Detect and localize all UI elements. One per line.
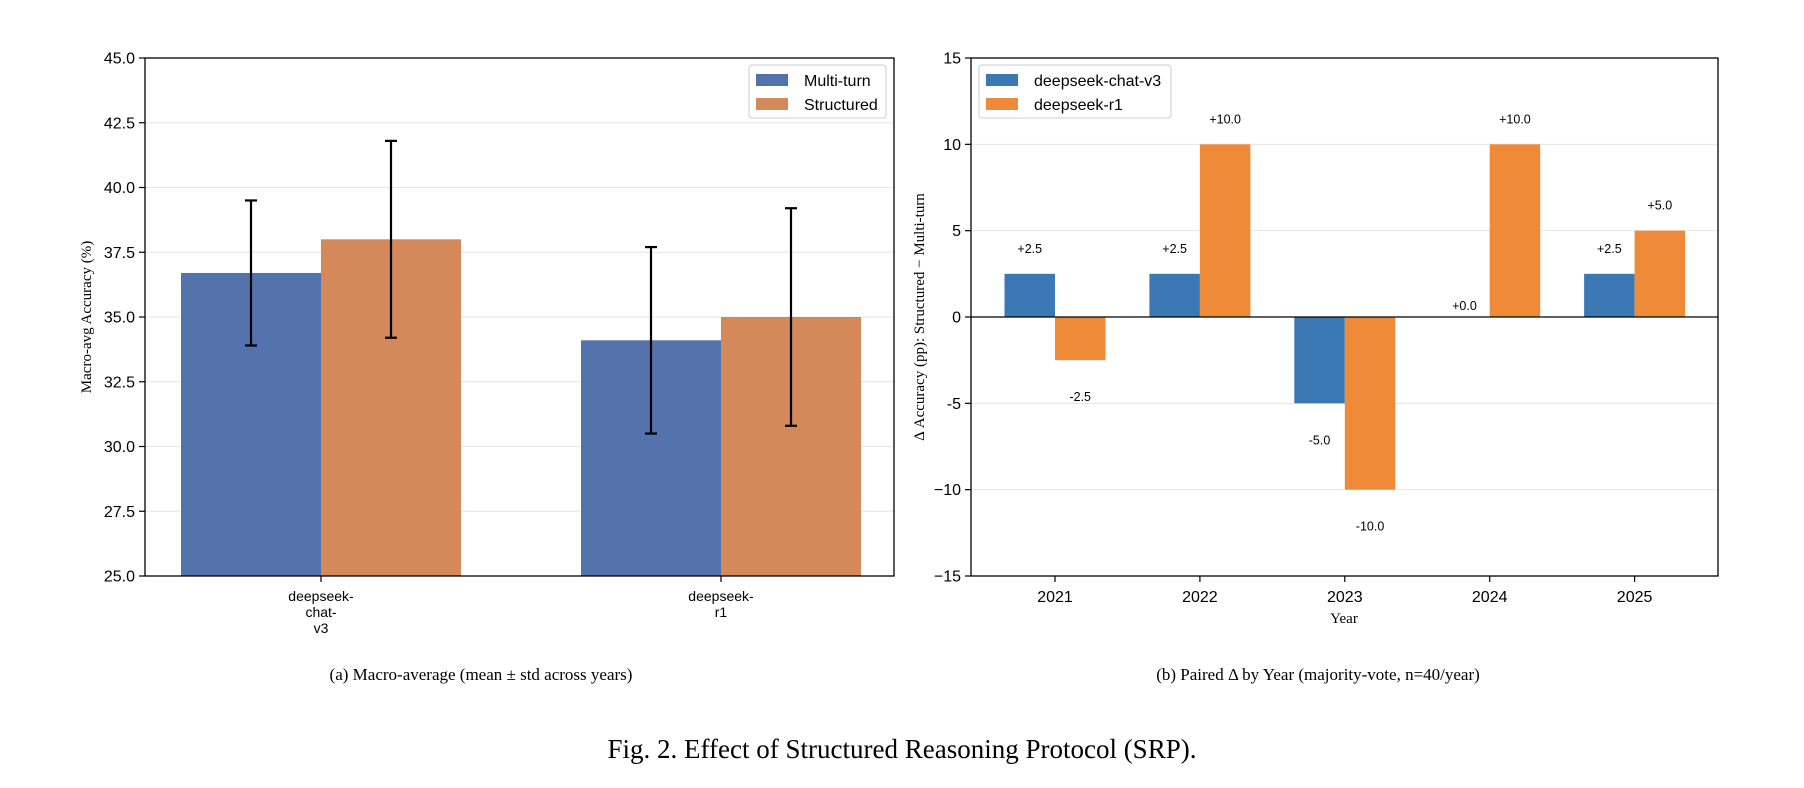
y-tick-label: −15 — [934, 569, 961, 586]
x-tick-label: 2022 — [1182, 589, 1218, 606]
y-tick-label: 45.0 — [104, 51, 135, 68]
legend-swatch-structured — [756, 98, 788, 110]
data-label-deepseek-chat-v3-2025: +2.5 — [1597, 242, 1622, 256]
data-label-deepseek-chat-v3-2024: +0.0 — [1452, 299, 1477, 313]
figure-caption: Fig. 2. Effect of Structured Reasoning P… — [608, 734, 1197, 764]
legend-frame — [978, 64, 1172, 119]
panel-a-legend: Multi-turn Structured — [748, 64, 887, 119]
bar-deepseek-r1-2025 — [1634, 230, 1686, 317]
data-label-deepseek-r1-2023: -10.0 — [1356, 520, 1385, 534]
panel-a-macro-average: 25.0 27.5 30.0 32.5 35.0 37.5 40.0 42.5 45.0 dee… — [79, 51, 895, 684]
data-label-deepseek-r1-2024: +10.0 — [1499, 112, 1531, 126]
panel-b-y-axis: −15 −10 -5 0 5 10 15 — [934, 51, 971, 586]
x-tick-label: deepseek- — [688, 588, 754, 604]
legend-swatch-multi-turn — [756, 74, 788, 86]
panel-b-x-label: Year — [1330, 611, 1358, 627]
y-tick-label: 15 — [943, 51, 961, 68]
panel-b-y-label: Δ Accuracy (pp): Structured − Multi-turn — [912, 193, 928, 441]
y-tick-label: 42.5 — [104, 115, 135, 132]
y-tick-label: 25.0 — [104, 569, 135, 586]
panel-b-legend: deepseek-chat-v3 deepseek-r1 — [978, 64, 1172, 119]
y-tick-label: 0 — [952, 310, 961, 327]
y-tick-label: 5 — [952, 223, 961, 240]
x-tick-label: deepseek- — [288, 588, 354, 604]
bar-deepseek-chat-v3-2025 — [1584, 273, 1635, 317]
bar-deepseek-r1-2022 — [1199, 144, 1251, 317]
legend-swatch-deepseek-chat-v3 — [986, 74, 1018, 86]
x-tick-label: v3 — [314, 620, 329, 636]
legend-label-deepseek-chat-v3: deepseek-chat-v3 — [1034, 73, 1161, 90]
panel-b-bars — [1004, 144, 1686, 490]
data-label-deepseek-chat-v3-2023: -5.0 — [1309, 433, 1331, 447]
y-tick-label: −10 — [934, 482, 961, 499]
panel-a-caption: (a) Macro-average (mean ± std across yea… — [330, 665, 633, 684]
y-tick-label: 30.0 — [104, 439, 135, 456]
data-label-deepseek-chat-v3-2021: +2.5 — [1017, 242, 1042, 256]
panel-b-paired-delta: +2.5 -2.5 +2.5 +10.0 -5.0 -10.0 +0.0 +10.0 +2.5 +… — [912, 51, 1719, 684]
y-tick-label: 32.5 — [104, 374, 135, 391]
y-tick-label: 27.5 — [104, 504, 135, 521]
x-tick-label: 2023 — [1327, 589, 1363, 606]
bar-deepseek-chat-v3-2021 — [1004, 273, 1055, 317]
panel-b-x-axis: 2021 2022 2023 2024 2025 — [1037, 576, 1652, 606]
x-tick-label: chat- — [305, 604, 336, 620]
legend-swatch-deepseek-r1 — [986, 98, 1018, 110]
x-tick-label: r1 — [715, 604, 728, 620]
y-tick-label: 10 — [943, 137, 961, 154]
bar-deepseek-chat-v3-2022 — [1149, 273, 1200, 317]
legend-label-structured: Structured — [804, 97, 878, 114]
panel-a-y-axis: 25.0 27.5 30.0 32.5 35.0 37.5 40.0 42.5 45.0 — [104, 51, 145, 586]
x-tick-label: 2021 — [1037, 589, 1073, 606]
data-label-deepseek-r1-2021: -2.5 — [1069, 390, 1091, 404]
bar-deepseek-chat-v3-2023 — [1294, 317, 1345, 404]
panel-a-x-axis: deepseek-chat-v3 deepseek-r1 — [288, 576, 754, 636]
y-tick-label: 35.0 — [104, 310, 135, 327]
x-tick-label: 2024 — [1472, 589, 1508, 606]
y-tick-label: 37.5 — [104, 245, 135, 262]
data-label-deepseek-r1-2022: +10.0 — [1209, 112, 1241, 126]
legend-label-deepseek-r1: deepseek-r1 — [1034, 97, 1123, 114]
data-label-deepseek-r1-2025: +5.0 — [1648, 199, 1673, 213]
panel-b-data-labels: +2.5 -2.5 +2.5 +10.0 -5.0 -10.0 +0.0 +10.0 +2.5 +… — [1017, 112, 1672, 533]
panel-a-y-label: Macro-avg Accuracy (%) — [79, 241, 95, 393]
panel-a-error-bars — [245, 139, 797, 435]
y-tick-label: 40.0 — [104, 180, 135, 197]
y-tick-label: -5 — [947, 396, 961, 413]
panel-b-caption: (b) Paired Δ by Year (majority-vote, n=4… — [1156, 665, 1480, 684]
bar-deepseek-r1-2021 — [1055, 317, 1106, 361]
legend-label-multi-turn: Multi-turn — [804, 73, 871, 90]
bar-deepseek-r1-2024 — [1489, 144, 1541, 317]
x-tick-label: 2025 — [1617, 589, 1653, 606]
bar-deepseek-r1-2023 — [1344, 317, 1396, 490]
panel-a-bars — [181, 239, 861, 577]
data-label-deepseek-chat-v3-2022: +2.5 — [1162, 242, 1187, 256]
